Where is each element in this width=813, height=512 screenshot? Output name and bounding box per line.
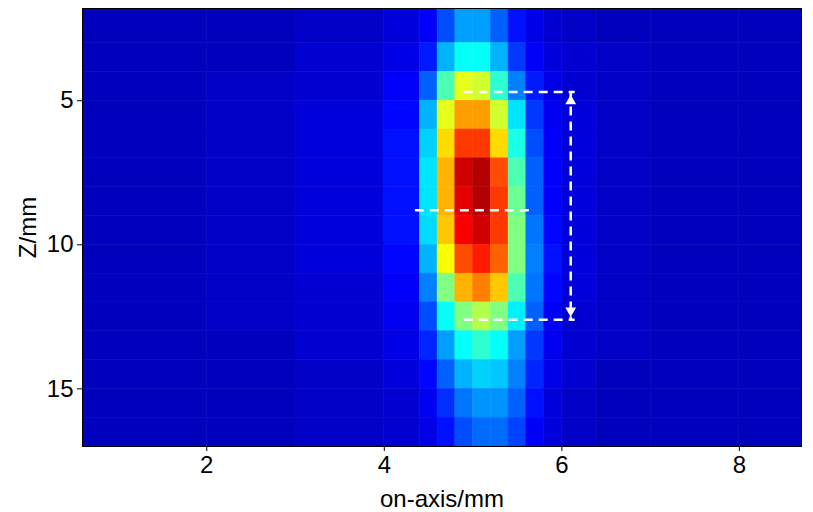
svg-text:2: 2 (200, 451, 213, 478)
svg-text:5: 5 (60, 86, 73, 113)
svg-text:4: 4 (378, 451, 391, 478)
svg-text:Z/mm: Z/mm (14, 197, 41, 258)
svg-text:6: 6 (555, 451, 568, 478)
svg-text:on-axis/mm: on-axis/mm (380, 485, 504, 512)
svg-text:15: 15 (47, 375, 74, 402)
svg-text:10: 10 (47, 230, 74, 257)
svg-text:8: 8 (733, 451, 746, 478)
